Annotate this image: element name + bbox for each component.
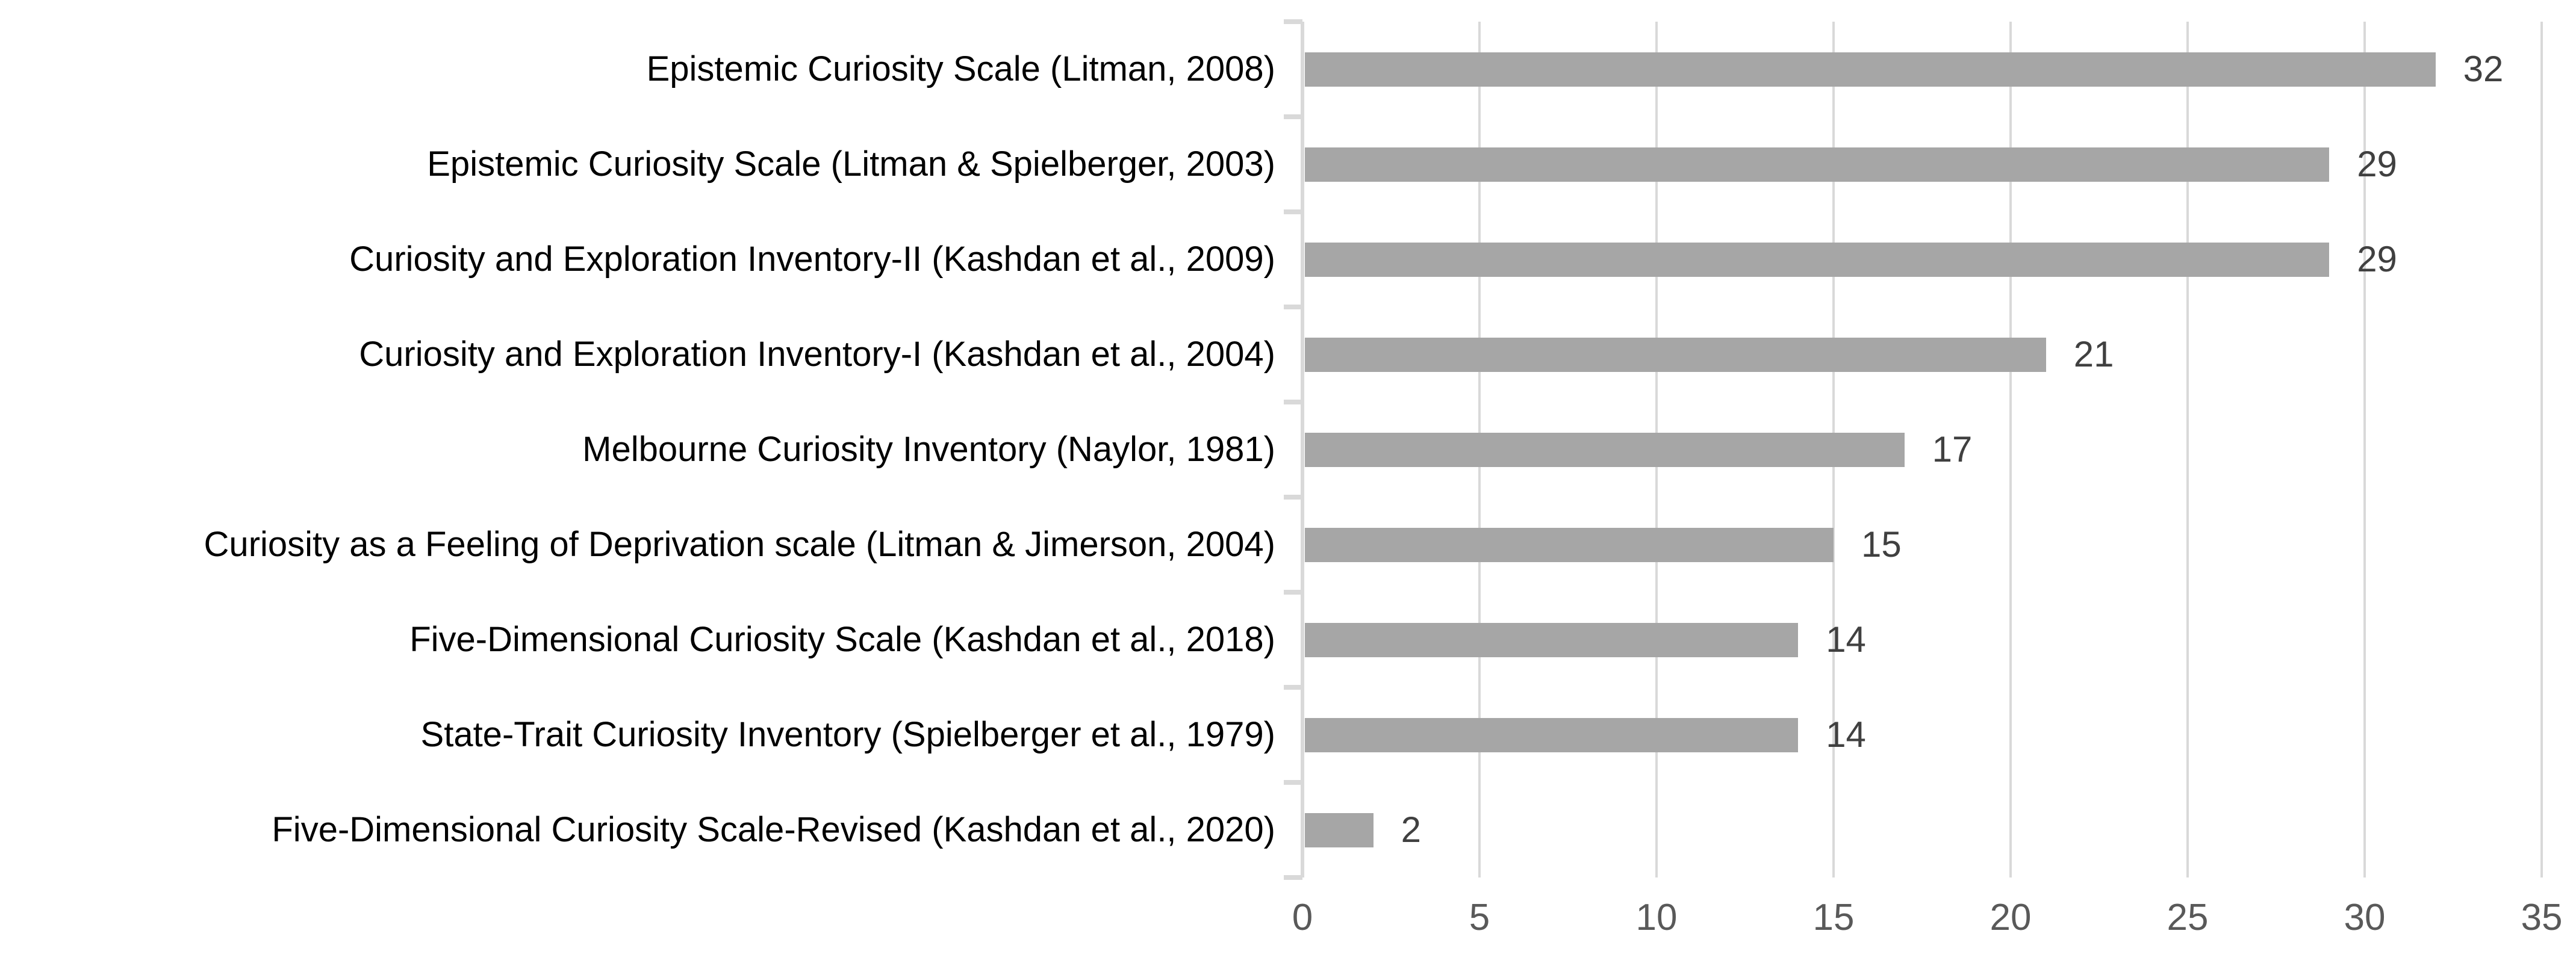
bar-value-label: 17	[1932, 429, 1973, 469]
bar-row: 29	[1302, 117, 2542, 212]
bar	[1305, 622, 1799, 657]
bar	[1305, 812, 1374, 847]
bar	[1305, 717, 1799, 752]
bar-value-label: 29	[2357, 144, 2397, 184]
gridline	[2363, 22, 2366, 878]
bar-row: 15	[1302, 497, 2542, 592]
plot-area: 32 29 29 21 17 15 14 14 2	[1284, 19, 2543, 880]
category-axis: Epistemic Curiosity Scale (Litman, 2008)…	[0, 22, 1275, 878]
category-axis-tick	[1284, 685, 1302, 690]
bar	[1305, 527, 1834, 562]
category-axis-tick	[1284, 19, 1302, 24]
bar-value-label: 14	[1826, 714, 1866, 755]
category-label: Melbourne Curiosity Inventory (Naylor, 1…	[582, 430, 1275, 469]
category-label: Curiosity as a Feeling of Deprivation sc…	[204, 525, 1275, 564]
bar-row: 21	[1302, 307, 2542, 402]
bar	[1305, 147, 2330, 182]
category-label: Epistemic Curiosity Scale (Litman, 2008)	[646, 49, 1275, 88]
x-tick-label: 20	[1990, 897, 2032, 938]
gridline	[2009, 22, 2012, 878]
x-tick-label: 35	[2521, 897, 2563, 938]
category-axis-tick	[1284, 209, 1302, 214]
bar	[1305, 337, 2046, 372]
x-tick-label: 5	[1469, 897, 1490, 938]
category-label: State-Trait Curiosity Inventory (Spielbe…	[420, 715, 1275, 754]
bar-row: 29	[1302, 212, 2542, 307]
bar-value-label: 15	[1861, 524, 1902, 565]
gridline	[2186, 22, 2189, 878]
category-label: Five-Dimensional Curiosity Scale-Revised…	[272, 810, 1275, 849]
bar-row: 17	[1302, 402, 2542, 497]
bar	[1305, 432, 1905, 467]
bar-row: 14	[1302, 592, 2542, 687]
category-label: Curiosity and Exploration Inventory-I (K…	[359, 335, 1275, 374]
bar	[1305, 242, 2330, 277]
category-axis-tick	[1284, 305, 1302, 309]
category-axis-tick	[1284, 495, 1302, 500]
bar-value-label: 2	[1401, 809, 1421, 850]
value-axis-line	[1301, 22, 1304, 878]
bar-value-label: 29	[2357, 239, 2397, 279]
bar-value-label: 14	[1826, 619, 1866, 660]
bar-value-label: 32	[2463, 49, 2504, 89]
bar-row: 2	[1302, 782, 2542, 878]
bar	[1305, 52, 2436, 87]
gridline	[2540, 22, 2543, 878]
category-label: Epistemic Curiosity Scale (Litman & Spie…	[427, 144, 1275, 184]
x-tick-label: 30	[2344, 897, 2386, 938]
bar-row: 32	[1302, 22, 2542, 117]
x-tick-label: 10	[1635, 897, 1678, 938]
x-tick-label: 15	[1812, 897, 1855, 938]
x-tick-label: 25	[2167, 897, 2209, 938]
category-axis-tick	[1284, 780, 1302, 785]
category-label: Five-Dimensional Curiosity Scale (Kashda…	[409, 620, 1275, 659]
category-axis-tick	[1284, 114, 1302, 119]
category-axis-tick	[1284, 590, 1302, 595]
bar-row: 14	[1302, 687, 2542, 782]
category-axis-tick	[1284, 875, 1302, 880]
bar-value-label: 21	[2073, 334, 2114, 374]
x-tick-label: 0	[1292, 897, 1313, 938]
x-axis-tick-labels: 0 5 10 15 20 25 30 35	[1292, 897, 2563, 953]
category-label: Curiosity and Exploration Inventory-II (…	[349, 240, 1275, 279]
category-axis-tick	[1284, 400, 1302, 404]
